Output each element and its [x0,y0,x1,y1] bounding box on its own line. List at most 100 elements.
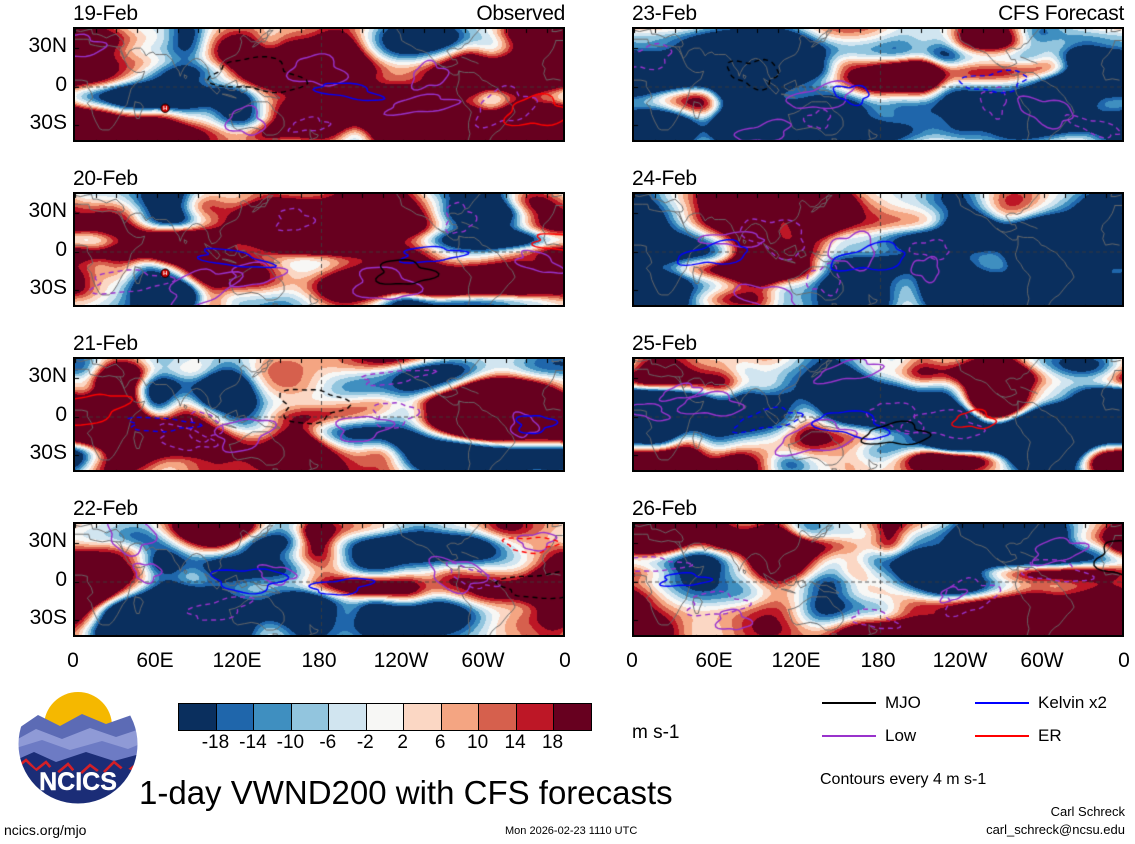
x-axis-tick-label: 60W [1020,649,1064,672]
colorbar-tick-label: -2 [356,732,374,753]
panel-date-label: 22-Feb [73,497,138,520]
x-axis-tick-label: 180 [860,649,896,672]
legend-line-swatch [975,734,1029,737]
colorbar-tick-label: 14 [504,732,526,753]
x-axis-tick-label: 60E [695,649,733,672]
colorbar-segment [365,704,404,730]
map-plot-area [632,522,1124,637]
map-shading-canvas [75,194,563,305]
colorbar-tick-label: -14 [239,732,267,753]
colorbar-segment [515,704,554,730]
y-axis-tick-label: 30N [28,34,67,58]
colorbar-tick-label: -6 [319,732,337,753]
legend-label: MJO [885,693,921,712]
site-url: ncics.org/mjo [4,822,87,838]
y-axis-labels: 30N 0 30S [0,192,67,307]
x-axis-tick-label: 120W [932,649,988,672]
y-axis-tick-label: 30N [28,199,67,223]
x-axis-tick-label: 120W [373,649,429,672]
y-axis-tick-label: 30N [28,364,67,388]
author-name: Carl Schreck [1050,804,1125,819]
y-axis-tick-label: 30S [29,440,67,464]
colorbar-segment [440,704,479,730]
panel-date-label: 23-Feb [632,2,697,25]
colorbar-tick-label: 6 [434,732,446,753]
panel-date-label: 21-Feb [73,332,138,355]
y-axis-tick-label: 0 [55,237,67,261]
y-axis-tick-label: 0 [55,567,67,591]
x-axis-tick-label: 180 [301,649,337,672]
map-shading-canvas [75,524,563,635]
map-shading-canvas [634,29,1122,140]
y-axis-tick-label: 30N [28,529,67,553]
y-axis-labels: 30N 0 30S [0,522,67,637]
colorbar-tick-label: 10 [467,732,489,753]
x-axis-tick-label: 0 [1118,649,1130,672]
page-title: 1-day VWND200 with CFS forecasts [139,774,673,811]
map-shading-canvas [75,359,563,470]
colorbar-tick-label: -10 [276,732,305,753]
x-axis-tick-label: 0 [559,649,571,672]
colorbar-segment [403,704,441,730]
y-axis-labels: 30N 0 30S [0,27,67,142]
legend-item: ER [975,727,1062,744]
ncics-logo: NCICS [16,682,140,806]
colorbar-units-label: m s-1 [632,722,680,743]
x-axis-tick-label: 60W [461,649,505,672]
y-axis-tick-label: 0 [55,402,67,426]
map-plot-area [632,192,1124,307]
map-shading-canvas [634,359,1122,470]
legend-label: ER [1038,726,1062,745]
map-shading-canvas [634,194,1122,305]
colorbar-tick-label: 2 [397,732,409,753]
map-plot-area [73,357,565,472]
legend-line-swatch [822,734,876,737]
contour-interval-note: Contours every 4 m s-1 [820,771,987,788]
panel-date-label: 26-Feb [632,497,697,520]
legend-item: Low [822,727,916,744]
legend-label: Low [885,726,917,745]
y-axis-tick-label: 30S [29,275,67,299]
colorbar-strip [178,703,592,731]
y-axis-tick-label: 30S [29,605,67,629]
colorbar-segment [179,704,216,730]
colorbar-segment [478,704,516,730]
x-axis-tick-label: 120E [771,649,821,672]
map-plot-area [632,27,1124,142]
x-axis-labels-right: 0 60E 120E 180 120W 60W 0 [626,649,1130,676]
ncics-logo-svg: NCICS [17,683,139,805]
colorbar-tick-label: -18 [201,732,230,753]
colorbar-segment [290,704,329,730]
colorbar-segment [215,704,254,730]
legend-item: MJO [822,694,921,711]
map-plot-area [73,27,565,142]
panel-date-label: 20-Feb [73,167,138,190]
legend-item: Kelvin x2 [975,694,1107,711]
x-axis-tick-label: 0 [626,649,638,672]
y-axis-labels: 30N 0 30S [0,357,67,472]
panel-date-label: 25-Feb [632,332,697,355]
x-axis-tick-label: 60E [136,649,174,672]
column-header-label: Observed [476,2,565,25]
panel-date-label: 19-Feb [73,2,138,25]
map-shading-canvas [75,29,563,140]
legend-label: Kelvin x2 [1038,693,1107,712]
author-email: carl_schreck@ncsu.edu [986,822,1125,837]
x-axis-tick-label: 120E [212,649,262,672]
colorbar-tick-label: 18 [541,732,564,753]
colorbar-segment [553,704,592,730]
map-plot-area [73,522,565,637]
colorbar-segment [253,704,291,730]
map-plot-area [632,357,1124,472]
legend-line-swatch [822,701,876,704]
legend-line-swatch [975,701,1029,704]
y-axis-tick-label: 0 [55,72,67,96]
y-axis-tick-label: 30S [29,110,67,134]
column-header-label: CFS Forecast [998,2,1124,25]
x-axis-tick-label: 0 [67,649,79,672]
generation-timestamp: Mon 2026-02-23 1110 UTC [505,825,638,837]
map-shading-canvas [634,524,1122,635]
map-plot-area [73,192,565,307]
x-axis-labels-left: 0 60E 120E 180 120W 60W 0 [67,649,571,676]
panel-date-label: 24-Feb [632,167,697,190]
